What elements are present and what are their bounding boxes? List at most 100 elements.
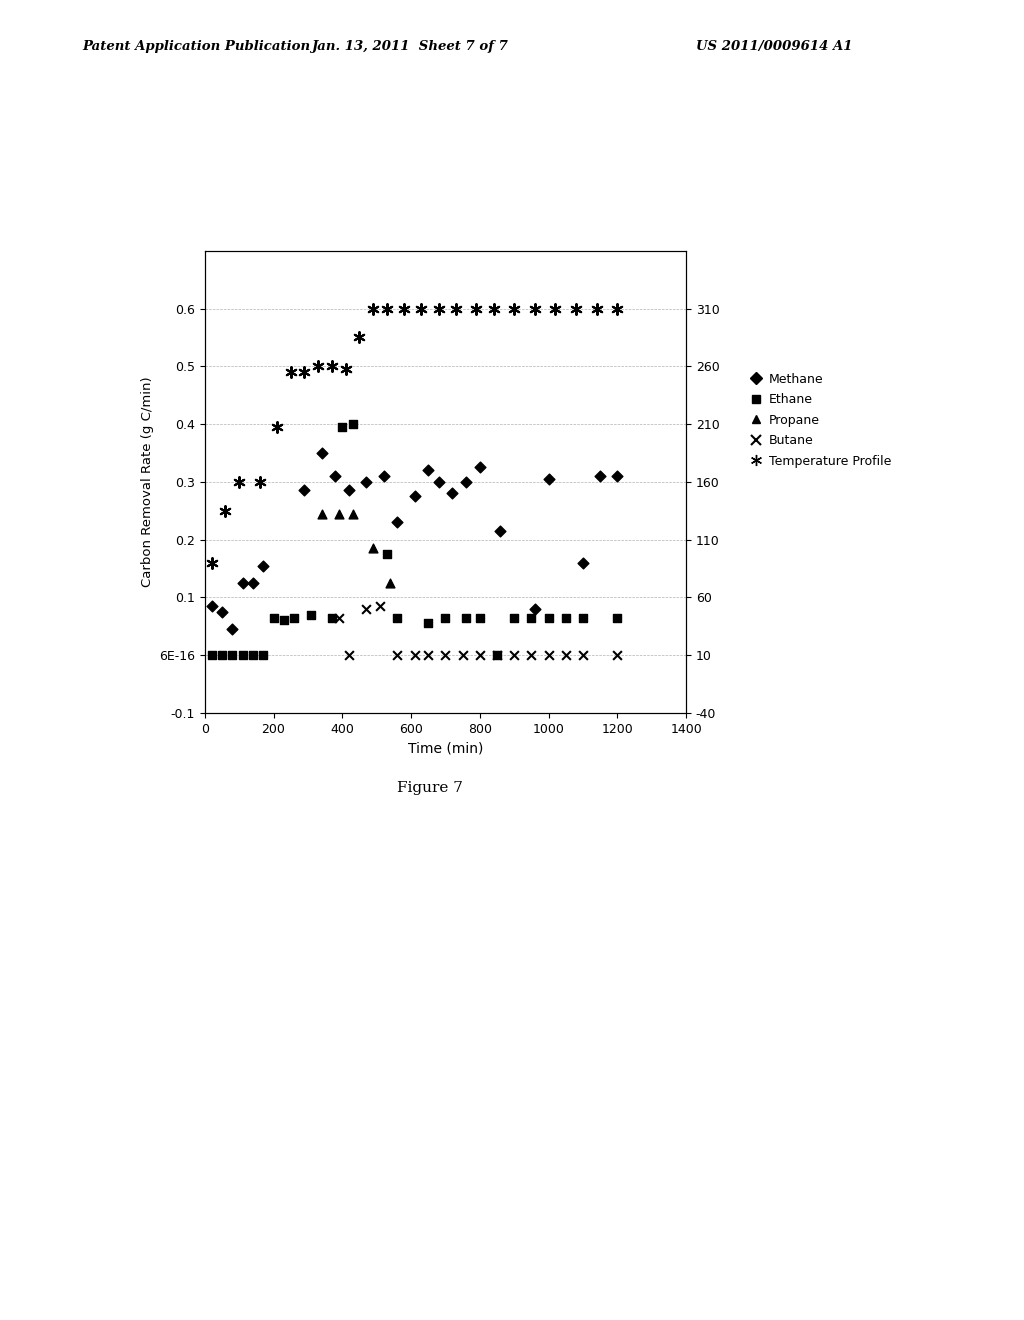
Butane [541, 644, 557, 665]
Methane [458, 471, 474, 492]
Butane [358, 598, 375, 619]
Methane [389, 512, 406, 533]
Butane [557, 644, 573, 665]
Temperature Profile [231, 471, 248, 492]
Text: Figure 7: Figure 7 [397, 781, 463, 795]
Temperature Profile [268, 416, 285, 437]
Temperature Profile [547, 298, 563, 319]
Methane [224, 619, 241, 640]
Text: US 2011/0009614 A1: US 2011/0009614 A1 [696, 40, 853, 53]
Ethane [389, 607, 406, 628]
Methane [341, 480, 357, 502]
Propane [382, 573, 398, 594]
Methane [472, 457, 488, 478]
Methane [420, 459, 436, 480]
Ethane [420, 612, 436, 634]
Legend: Methane, Ethane, Propane, Butane, Temperature Profile: Methane, Ethane, Propane, Butane, Temper… [751, 372, 891, 467]
Ethane [541, 607, 557, 628]
Temperature Profile [506, 298, 522, 319]
Ethane [204, 644, 220, 665]
Temperature Profile [609, 298, 626, 319]
Butane [574, 644, 591, 665]
Methane [376, 466, 392, 487]
Ethane [506, 607, 522, 628]
Methane [204, 595, 220, 616]
Ethane [458, 607, 474, 628]
Ethane [255, 644, 271, 665]
Butane [331, 607, 347, 628]
Methane [526, 598, 543, 619]
Propane [344, 503, 360, 524]
Temperature Profile [468, 298, 484, 319]
Methane [255, 554, 271, 576]
Methane [358, 471, 375, 492]
Methane [407, 486, 423, 507]
Propane [313, 503, 330, 524]
Ethane [574, 607, 591, 628]
Temperature Profile [413, 298, 430, 319]
Ethane [303, 605, 319, 626]
Butane [341, 644, 357, 665]
Butane [372, 595, 388, 616]
Butane [523, 644, 540, 665]
Methane [574, 552, 591, 573]
Temperature Profile [252, 471, 268, 492]
Temperature Profile [338, 359, 354, 380]
Y-axis label: Carbon Removal Rate (g C/min): Carbon Removal Rate (g C/min) [140, 376, 154, 587]
Propane [365, 537, 381, 558]
Ethane [275, 610, 292, 631]
Methane [234, 573, 251, 594]
Ethane [472, 607, 488, 628]
Methane [592, 466, 608, 487]
Methane [214, 601, 230, 622]
Temperature Profile [351, 327, 368, 348]
Temperature Profile [396, 298, 413, 319]
Ethane [344, 413, 360, 434]
Ethane [334, 416, 350, 437]
Ethane [286, 607, 302, 628]
Methane [493, 520, 509, 541]
Methane [313, 442, 330, 463]
Butane [407, 644, 423, 665]
Ethane [245, 644, 261, 665]
Propane [331, 503, 347, 524]
Ethane [214, 644, 230, 665]
Ethane [224, 644, 241, 665]
Butane [437, 644, 454, 665]
Ethane [265, 607, 282, 628]
Temperature Profile [296, 362, 312, 383]
Methane [296, 480, 312, 502]
Butane [389, 644, 406, 665]
Butane [506, 644, 522, 665]
Temperature Profile [365, 298, 381, 319]
Temperature Profile [526, 298, 543, 319]
Text: Patent Application Publication: Patent Application Publication [82, 40, 310, 53]
Ethane [557, 607, 573, 628]
Methane [444, 483, 461, 504]
Temperature Profile [217, 500, 233, 521]
Text: Jan. 13, 2011  Sheet 7 of 7: Jan. 13, 2011 Sheet 7 of 7 [311, 40, 508, 53]
Ethane [437, 607, 454, 628]
Temperature Profile [447, 298, 464, 319]
Temperature Profile [485, 298, 502, 319]
Ethane [523, 607, 540, 628]
Ethane [609, 607, 626, 628]
Temperature Profile [283, 362, 299, 383]
Temperature Profile [324, 355, 340, 378]
Butane [609, 644, 626, 665]
Temperature Profile [430, 298, 446, 319]
Methane [430, 471, 446, 492]
Ethane [379, 544, 395, 565]
Temperature Profile [589, 298, 605, 319]
Methane [541, 469, 557, 490]
Temperature Profile [379, 298, 395, 319]
Butane [420, 644, 436, 665]
Ethane [488, 644, 505, 665]
Ethane [324, 607, 340, 628]
Butane [455, 644, 471, 665]
Methane [609, 466, 626, 487]
Temperature Profile [204, 552, 220, 573]
Methane [328, 466, 344, 487]
Butane [472, 644, 488, 665]
X-axis label: Time (min): Time (min) [408, 741, 483, 755]
